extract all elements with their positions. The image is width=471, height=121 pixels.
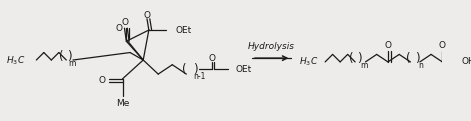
Text: O: O <box>439 41 446 49</box>
Text: $H_3C$: $H_3C$ <box>299 56 318 68</box>
Text: Hydrolysis: Hydrolysis <box>248 42 295 51</box>
Text: O: O <box>144 11 150 19</box>
Text: OEt: OEt <box>235 65 252 74</box>
Text: ): ) <box>357 52 362 65</box>
Text: O: O <box>122 18 129 27</box>
Text: $H_3C$: $H_3C$ <box>6 55 25 67</box>
Text: O: O <box>208 54 215 63</box>
Text: ): ) <box>414 52 419 65</box>
Text: ): ) <box>67 50 72 63</box>
Text: m: m <box>360 61 367 70</box>
Text: OEt: OEt <box>175 26 191 34</box>
Text: ): ) <box>194 63 198 76</box>
Text: OH: OH <box>461 57 471 66</box>
Text: Me: Me <box>116 99 129 108</box>
Text: O: O <box>384 41 391 49</box>
Text: (: ( <box>182 63 187 76</box>
Text: n: n <box>418 61 423 70</box>
Text: (: ( <box>59 50 64 63</box>
Text: m: m <box>68 59 76 68</box>
Text: (: ( <box>406 52 411 65</box>
Text: O: O <box>115 24 122 33</box>
Text: (: ( <box>349 52 354 65</box>
Text: O: O <box>98 76 106 85</box>
Text: n-1: n-1 <box>193 72 206 81</box>
